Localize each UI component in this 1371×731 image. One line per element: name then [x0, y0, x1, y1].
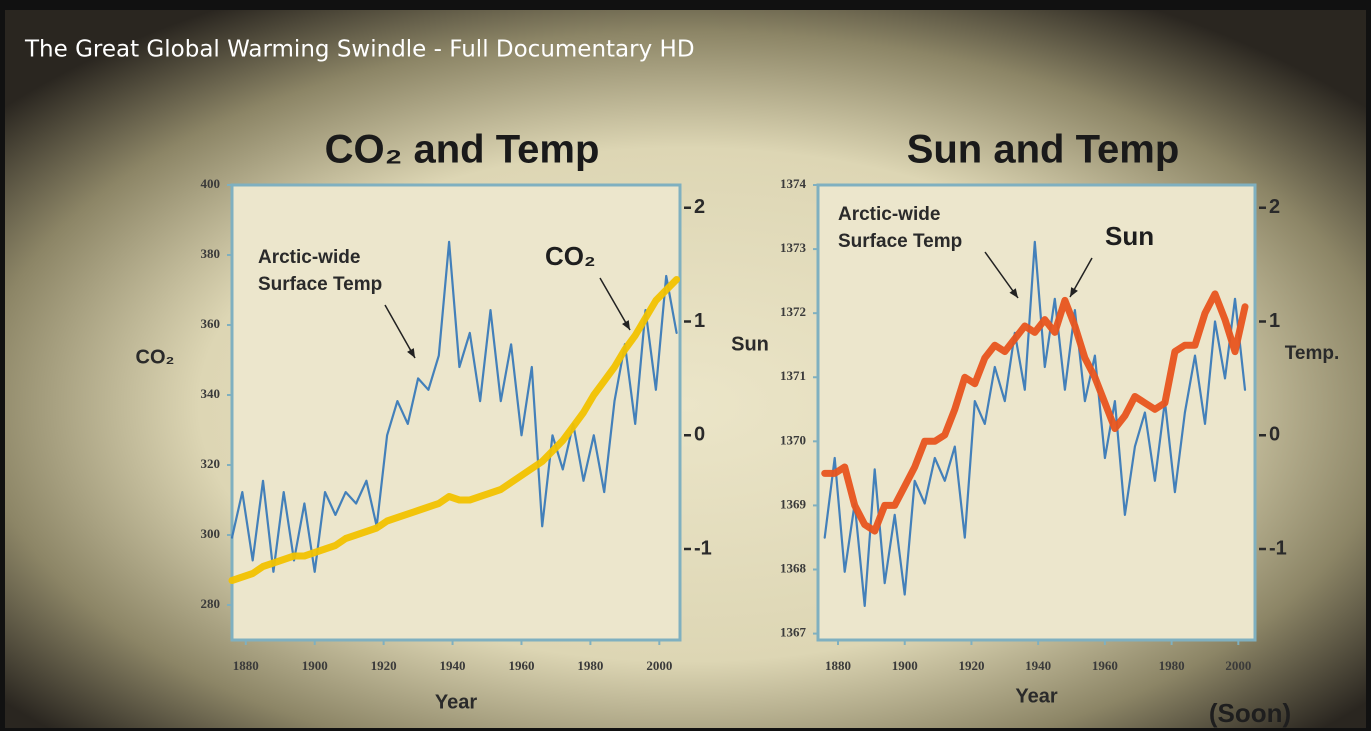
y-tick-label: 320: [201, 456, 221, 471]
y2-tick-label: 1: [694, 310, 705, 332]
y2-tick-label: 2: [694, 196, 705, 218]
y2-tick-label: 0: [694, 424, 705, 446]
credit: (Soon): [1209, 698, 1291, 728]
annotation: CO₂: [545, 241, 596, 271]
chart-title: CO₂ and Temp: [325, 128, 600, 172]
y2-tick-label: 1: [1269, 310, 1280, 332]
annotation: Surface Temp: [258, 274, 382, 295]
y-tick-label: 1367: [780, 625, 807, 640]
x-axis-label: Year: [435, 691, 477, 713]
video-title: The Great Global Warming Swindle - Full …: [24, 37, 695, 63]
y2-tick-label: 0: [1269, 424, 1280, 446]
x-tick-label: 1920: [371, 658, 397, 673]
y-tick-label: 340: [201, 386, 221, 401]
x-tick-label: 1880: [825, 658, 851, 673]
page: {"video_title":"The Great Global Warming…: [0, 0, 1371, 731]
x-tick-label: 1960: [508, 658, 534, 673]
x-tick-label: 1880: [233, 658, 259, 673]
video-frame: The Great Global Warming Swindle - Full …: [0, 0, 1371, 731]
y-tick-label: 1371: [780, 368, 806, 383]
y-tick-label: 1368: [780, 560, 807, 575]
annotation: Arctic-wide: [838, 204, 940, 225]
x-tick-label: 1980: [577, 658, 603, 673]
annotation: Sun: [1105, 221, 1154, 251]
y2-axis-label: Temp.: [1285, 343, 1340, 364]
x-tick-label: 1900: [892, 658, 918, 673]
x-axis-label: Year: [1015, 685, 1057, 707]
x-tick-label: 1940: [440, 658, 466, 673]
y2-tick-label: -1: [694, 537, 712, 559]
y-tick-label: 1372: [780, 304, 806, 319]
annotation: Surface Temp: [838, 231, 962, 252]
x-tick-label: 1920: [958, 658, 984, 673]
x-tick-label: 1960: [1092, 658, 1118, 673]
y-axis-label: Sun: [731, 333, 769, 355]
y2-tick-label: 2: [1269, 196, 1280, 218]
x-tick-label: 1980: [1159, 658, 1185, 673]
chart-title: Sun and Temp: [907, 128, 1180, 172]
y-tick-label: 280: [201, 596, 221, 611]
y-tick-label: 1374: [780, 176, 807, 191]
y-tick-label: 1369: [780, 496, 807, 511]
y-tick-label: 1373: [780, 240, 807, 255]
y-tick-label: 1370: [780, 432, 806, 447]
x-tick-label: 1940: [1025, 658, 1051, 673]
y-tick-label: 400: [201, 176, 221, 191]
y-axis-label: CO₂: [136, 346, 175, 368]
y-tick-label: 300: [201, 526, 221, 541]
y-tick-label: 360: [201, 316, 221, 331]
annotation: Arctic-wide: [258, 247, 360, 268]
y2-tick-label: -1: [1269, 537, 1287, 559]
x-tick-label: 2000: [1225, 658, 1251, 673]
x-tick-label: 2000: [646, 658, 672, 673]
x-tick-label: 1900: [302, 658, 328, 673]
y-tick-label: 380: [201, 246, 221, 261]
